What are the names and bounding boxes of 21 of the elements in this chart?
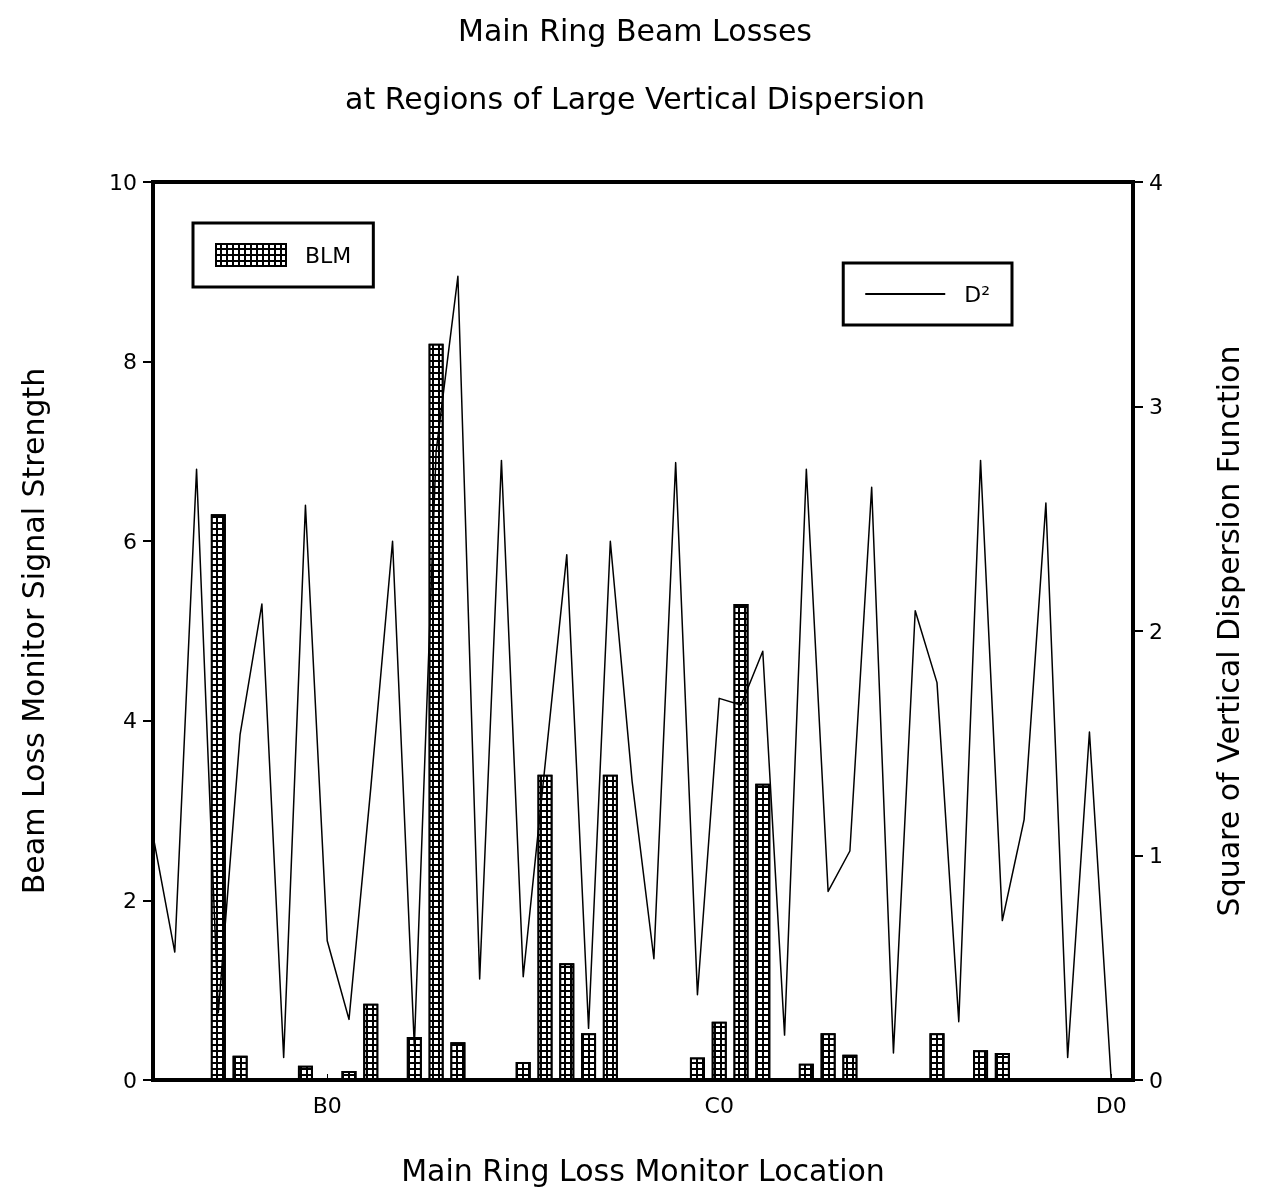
y2-tick-label: 3 (1149, 394, 1163, 419)
legend-label: D² (964, 281, 991, 307)
y-tick-label: 0 (123, 1067, 137, 1093)
x-tick-label: D0 (1095, 1092, 1127, 1118)
y-axis-title: Beam Loss Monitor Signal Strength (15, 367, 51, 895)
x-tick-label: B0 (312, 1092, 342, 1118)
y-tick-label: 6 (123, 528, 137, 554)
x-axis-title: Main Ring Loss Monitor Location (401, 1152, 885, 1188)
y2-tick-label: 4 (1149, 169, 1163, 195)
x-tick-label: C0 (704, 1092, 734, 1118)
legend-label: BLM (305, 242, 352, 268)
y2-tick-label: 2 (1149, 618, 1163, 644)
y-tick-label: 10 (109, 169, 137, 195)
y-tick-label: 4 (123, 708, 137, 734)
chart-title: Main Ring Beam Losses (458, 12, 812, 48)
y-tick-label: 2 (123, 887, 137, 913)
chart-subtitle: at Regions of Large Vertical Dispersion (344, 80, 926, 116)
y-tick-label: 8 (123, 349, 137, 375)
y2-tick-label: 1 (1149, 843, 1163, 868)
y2-axis-title: Square of Vertical Dispersion Function (1210, 345, 1246, 917)
y2-tick-label: 0 (1149, 1067, 1163, 1093)
